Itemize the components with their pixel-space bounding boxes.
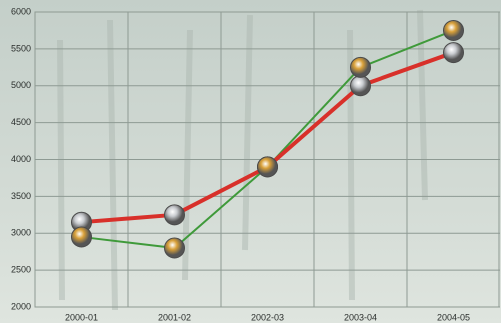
x-tick-label: 2003-04 (344, 312, 377, 322)
coin-marker (164, 204, 185, 226)
y-tick-label: 5500 (11, 43, 31, 53)
y-tick-label: 2500 (11, 265, 31, 275)
y-tick-label: 5000 (11, 80, 31, 90)
x-tick-label: 2001-02 (158, 312, 191, 322)
coin-marker (71, 226, 92, 248)
coin-marker (350, 56, 371, 78)
coin-marker (443, 19, 464, 41)
x-tick-label: 2000-01 (65, 312, 98, 322)
x-tick-label: 2002-03 (251, 312, 284, 322)
y-tick-label: 4500 (11, 117, 31, 127)
coin-marker (257, 156, 278, 178)
coin-marker (164, 237, 185, 259)
coin-marker (443, 42, 464, 64)
x-tick-label: 2004-05 (437, 312, 470, 322)
y-tick-label: 4000 (11, 154, 31, 164)
y-tick-label: 6000 (11, 6, 31, 16)
y-tick-label: 2000 (11, 301, 31, 311)
coin-marker (350, 75, 371, 97)
y-tick-label: 3500 (11, 191, 31, 201)
y-tick-label: 3000 (11, 228, 31, 238)
